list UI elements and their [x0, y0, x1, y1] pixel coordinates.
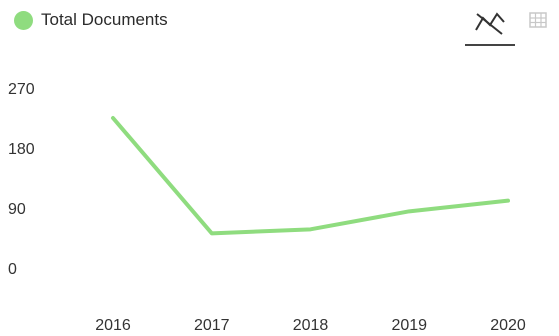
- y-tick-label: 270: [8, 81, 35, 98]
- legend-swatch: [14, 10, 33, 30]
- data-point[interactable]: [107, 112, 119, 124]
- line-chart-icon: [475, 12, 505, 35]
- table-grid-icon: [529, 12, 547, 28]
- x-tick-label: 2016: [95, 317, 131, 334]
- legend[interactable]: Total Documents: [14, 10, 168, 30]
- x-axis: 2016 2017 2018 2019 2020: [95, 317, 526, 334]
- x-tick-label: 2019: [391, 317, 427, 334]
- data-point[interactable]: [305, 223, 317, 235]
- x-tick-label: 2018: [293, 317, 329, 334]
- y-tick-label: 90: [8, 201, 26, 218]
- series-line[interactable]: [111, 116, 510, 236]
- data-point[interactable]: [502, 195, 514, 207]
- view-toolbar: [465, 8, 551, 46]
- series-layer: [107, 112, 514, 239]
- data-point[interactable]: [403, 205, 415, 217]
- y-axis: 0 90 180 270: [8, 81, 35, 278]
- chart-view-button[interactable]: [465, 8, 515, 46]
- y-tick-label: 0: [8, 261, 17, 278]
- y-tick-label: 180: [8, 141, 35, 158]
- x-tick-label: 2020: [490, 317, 526, 334]
- data-point[interactable]: [206, 227, 218, 239]
- legend-label: Total Documents: [41, 10, 168, 29]
- table-view-button[interactable]: [525, 8, 551, 46]
- x-tick-label: 2017: [194, 317, 230, 334]
